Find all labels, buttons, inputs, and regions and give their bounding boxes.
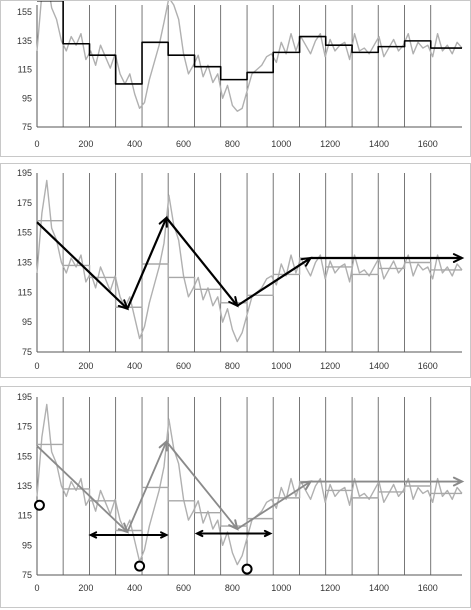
chart-2-y-tick-label: 75	[22, 347, 32, 357]
chart-3-y-tick-label: 95	[22, 540, 32, 550]
chart-3-marker-circle	[134, 560, 146, 572]
chart-3-x-tick-label: 600	[176, 583, 191, 593]
chart-2-y-tick-label: 95	[22, 317, 32, 327]
chart-3-y-tick-label: 155	[17, 451, 32, 461]
chart-1-x-tick-label: 1000	[271, 139, 291, 149]
chart-2-x-tick-label: 600	[176, 361, 191, 371]
chart-3-x-tick-label: 1600	[418, 583, 438, 593]
chart-2-trend-arrow	[236, 257, 312, 307]
chart-2-gray-step-series	[37, 220, 462, 308]
chart-1-y-tick-label: 75	[22, 122, 32, 132]
chart-panel-2: 75 95 115 135 155 175 195 0 200 400 600 800 1000 1200…	[0, 163, 471, 378]
chart-3-range-arrow-head	[194, 529, 204, 538]
chart-3-range-arrow-head	[263, 529, 273, 538]
chart-3-gray-step-series	[37, 443, 462, 532]
chart-1-black-step-series	[37, 1, 462, 85]
chart-2-x-tick-label: 1400	[369, 361, 389, 371]
chart-3-marker-circle	[33, 499, 45, 511]
chart-1-x-tick-label: 400	[127, 139, 142, 149]
chart-1-x-tick-label: 600	[176, 139, 191, 149]
chart-2-gray-noisy-series	[36, 179, 463, 343]
chart-3-x-tick-label: 800	[225, 583, 240, 593]
chart-1-gray-noisy-series	[36, 1, 463, 112]
chart-3-trend-arrow-head	[452, 476, 465, 487]
chart-2-x-tick-label: 0	[34, 361, 39, 371]
chart-2-y-tick-label: 155	[17, 228, 32, 238]
chart-1-x-tick-label: 0	[34, 139, 39, 149]
chart-3-gray-noisy-series	[36, 403, 463, 566]
chart-3-range-arrow-head	[160, 531, 169, 539]
chart-1-x-tick-label: 1400	[369, 139, 389, 149]
chart-2-x-tick-label: 400	[127, 361, 142, 371]
chart-3-x-tick-label: 0	[34, 583, 39, 593]
chart-2-x-tick-label: 1200	[320, 361, 340, 371]
chart-3-x-tick-label: 1000	[271, 583, 291, 593]
chart-1-x-tick-label: 1200	[320, 139, 340, 149]
chart-panel-3: 75 95 115 135 155 175 195 0 200 400 600 800 1000 1200…	[0, 386, 471, 608]
chart-3-y-tick-label: 135	[17, 481, 32, 491]
chart-3-trend-arrow	[236, 480, 312, 530]
chart-2-x-tick-label: 800	[225, 361, 240, 371]
chart-1-x-tick-label: 800	[225, 139, 240, 149]
chart-1-x-tick-label: 1600	[418, 139, 438, 149]
chart-2-svg: 75 95 115 135 155 175 195 0 200 400 600 800 1000 1200…	[17, 168, 465, 371]
chart-3-y-tick-label: 195	[17, 392, 32, 402]
chart-panel-1: 75 95 115 135 155 0 200 400 600 800 1000 1200 1400 16…	[0, 0, 471, 157]
chart-2-x-tick-label: 200	[78, 361, 93, 371]
chart-3-trend-arrow	[36, 445, 128, 533]
chart-2-trend-arrow	[36, 221, 129, 310]
chart-3-trend-arrow	[165, 440, 238, 530]
chart-1-y-tick-label: 155	[17, 7, 32, 17]
chart-2-trend-arrow	[165, 217, 239, 307]
chart-2-y-tick-label: 195	[17, 168, 32, 178]
chart-3-svg: 75 95 115 135 155 175 195 0 200 400 600 800 1000 1200…	[17, 392, 465, 593]
chart-1-y-tick-label: 135	[17, 36, 32, 46]
chart-3-x-tick-label: 200	[78, 583, 93, 593]
chart-2-trend-arrow	[126, 217, 168, 310]
chart-2-y-tick-label: 115	[18, 287, 32, 297]
chart-2-x-tick-label: 1000	[271, 361, 291, 371]
chart-1-y-tick-label: 95	[22, 93, 32, 103]
chart-1-y-tick-label: 115	[18, 65, 32, 75]
chart-3-y-tick-label: 115	[18, 511, 32, 521]
chart-2-y-tick-label: 135	[17, 258, 32, 268]
chart-2-trend-arrow-head	[452, 253, 465, 263]
chart-1-x-tick-label: 200	[78, 139, 93, 149]
chart-2-y-tick-label: 175	[17, 198, 32, 208]
chart-3-marker-circle	[241, 563, 253, 575]
chart-1-svg: 75 95 115 135 155 0 200 400 600 800 1000 1200 1400 16…	[17, 1, 463, 149]
chart-3-y-tick-label: 75	[22, 570, 32, 580]
chart-3-trend-arrow	[126, 441, 168, 533]
chart-2-x-tick-label: 1600	[418, 361, 438, 371]
chart-3-range-arrow-head	[88, 531, 98, 539]
chart-3-x-tick-label: 400	[127, 583, 142, 593]
chart-3-x-tick-label: 1200	[320, 583, 340, 593]
chart-3-y-tick-label: 175	[17, 422, 32, 432]
chart-3-x-tick-label: 1400	[369, 583, 389, 593]
